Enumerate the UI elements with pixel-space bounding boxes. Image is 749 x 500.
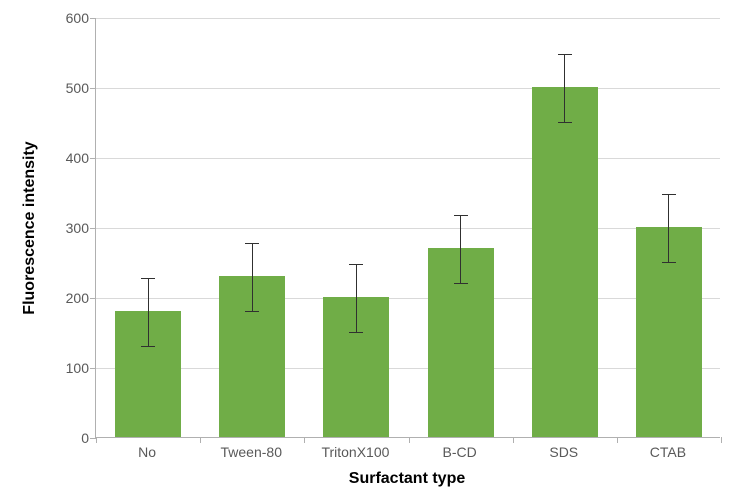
y-tick-label: 300 <box>49 220 89 236</box>
error-cap <box>662 262 676 263</box>
gridline <box>96 228 720 229</box>
error-cap <box>141 278 155 279</box>
error-cap <box>245 311 259 312</box>
gridline <box>96 298 720 299</box>
x-tick-mark <box>304 437 305 443</box>
error-cap <box>349 264 363 265</box>
x-tick-mark <box>200 437 201 443</box>
error-bar <box>564 54 565 121</box>
error-cap <box>454 215 468 216</box>
x-tick-label: SDS <box>549 444 578 460</box>
error-bar <box>356 264 357 331</box>
y-tick-label: 100 <box>49 360 89 376</box>
plot-area <box>95 18 720 438</box>
error-bar <box>252 243 253 310</box>
error-bar <box>148 278 149 345</box>
error-cap <box>662 194 676 195</box>
gridline <box>96 88 720 89</box>
bar <box>532 87 598 437</box>
error-bar <box>460 215 461 282</box>
y-tick-mark <box>90 228 96 229</box>
y-tick-label: 500 <box>49 80 89 96</box>
chart-container: Fluorescence intensity Surfactant type <box>0 0 749 500</box>
x-tick-mark <box>409 437 410 443</box>
x-tick-mark <box>617 437 618 443</box>
y-tick-mark <box>90 158 96 159</box>
x-tick-label: TritonX100 <box>321 444 389 460</box>
y-tick-mark <box>90 298 96 299</box>
x-tick-mark <box>721 437 722 443</box>
error-cap <box>558 54 572 55</box>
gridline <box>96 368 720 369</box>
error-cap <box>245 243 259 244</box>
error-cap <box>454 283 468 284</box>
x-axis-title: Surfactant type <box>349 470 465 488</box>
error-bar <box>668 194 669 261</box>
x-tick-label: No <box>138 444 156 460</box>
y-tick-label: 200 <box>49 290 89 306</box>
y-tick-mark <box>90 18 96 19</box>
x-tick-label: B-CD <box>442 444 476 460</box>
x-tick-label: Tween-80 <box>221 444 282 460</box>
y-tick-label: 400 <box>49 150 89 166</box>
error-cap <box>349 332 363 333</box>
x-tick-label: CTAB <box>650 444 686 460</box>
error-cap <box>141 346 155 347</box>
error-cap <box>558 122 572 123</box>
y-tick-mark <box>90 88 96 89</box>
y-tick-label: 600 <box>49 10 89 26</box>
gridline <box>96 158 720 159</box>
y-tick-label: 0 <box>49 430 89 446</box>
y-tick-mark <box>90 368 96 369</box>
x-tick-mark <box>96 437 97 443</box>
y-axis-title: Fluorescence intensity <box>21 141 39 314</box>
gridline <box>96 18 720 19</box>
x-tick-mark <box>513 437 514 443</box>
